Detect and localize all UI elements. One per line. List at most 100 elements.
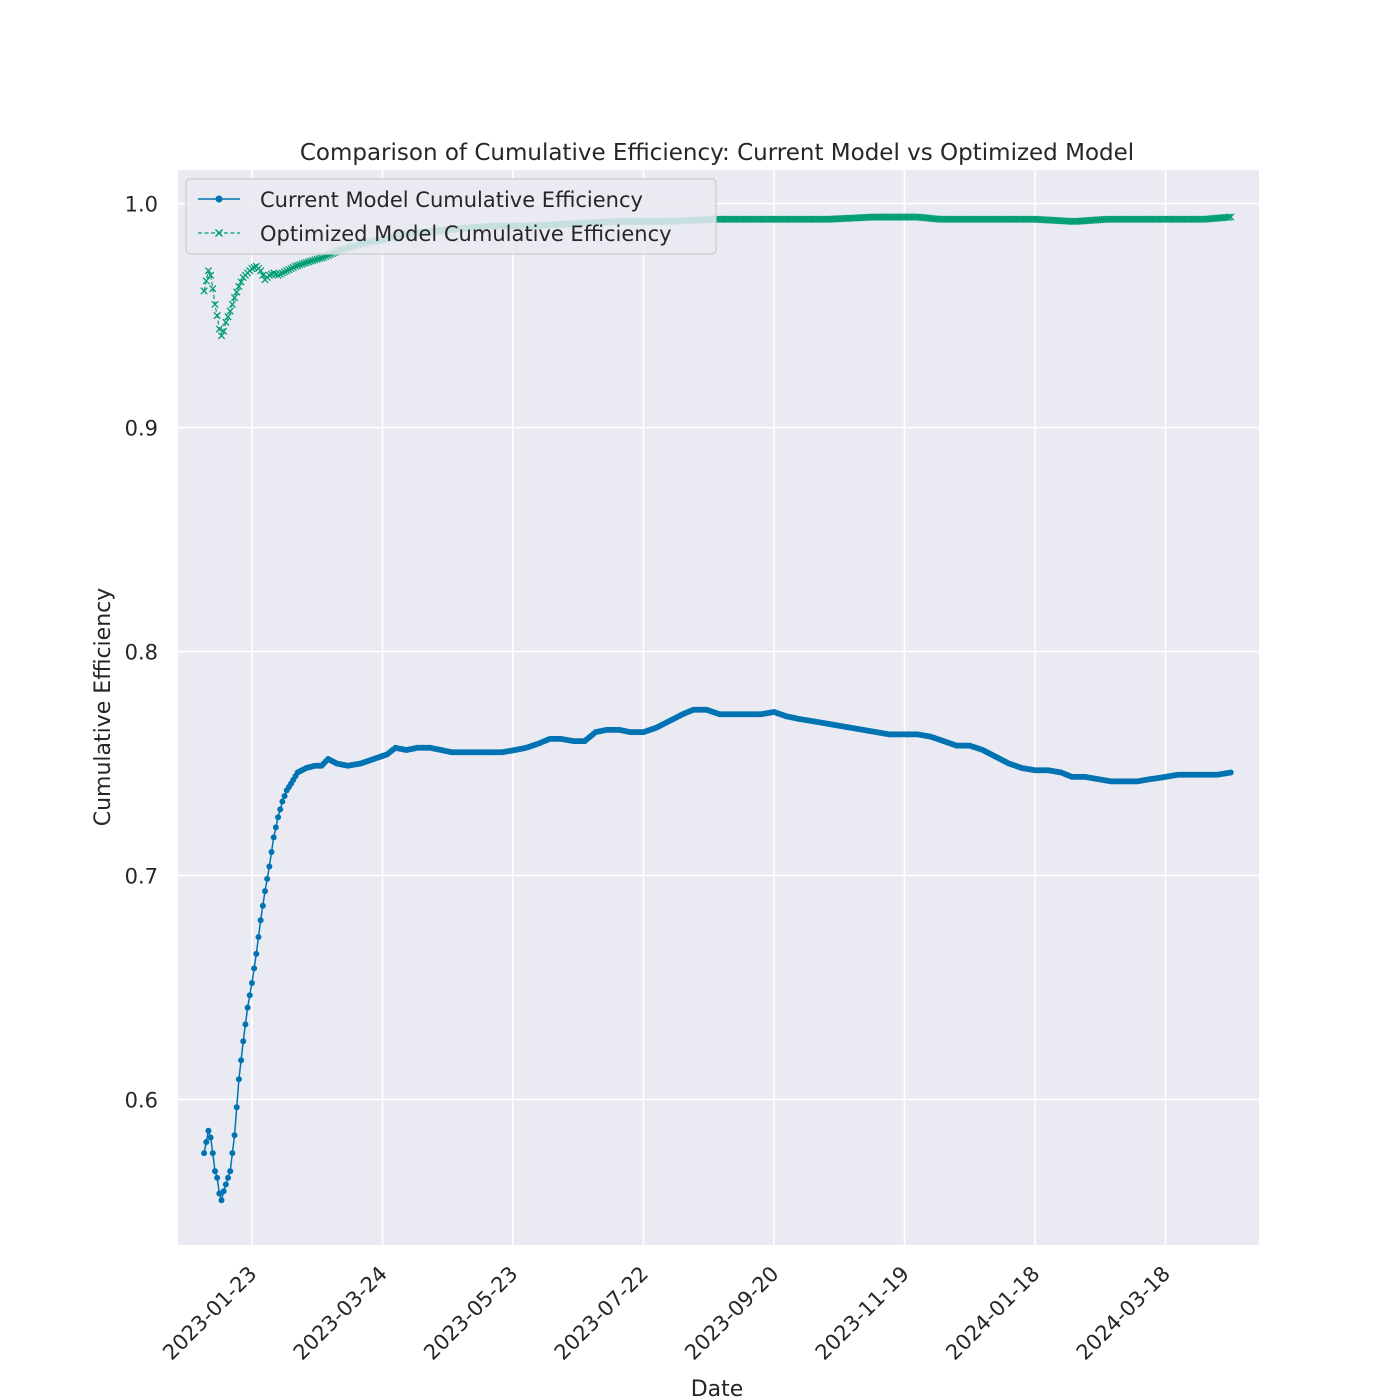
data-point-optimized [320,253,328,261]
y-tick-label: 1.0 [125,193,158,217]
y-tick-label: 0.8 [125,641,158,665]
data-point-current [225,1174,232,1181]
legend-entry-current: Current Model Cumulative Efficiency [198,188,643,212]
grid [178,170,1259,1245]
data-point-optimized [278,269,287,277]
data-point-optimized [280,268,289,276]
x-tick-label: 2023-07-22 [550,1262,653,1365]
x-tick-label: 2024-03-18 [1072,1262,1175,1365]
legend-label-optimized: Optimized Model Cumulative Efficiency [260,222,672,246]
x-tick-label: 2023-03-24 [289,1262,392,1365]
data-point-optimized [1227,213,1235,221]
data-point-current [262,888,268,895]
data-point-current [207,1134,214,1141]
data-point-optimized [259,271,267,279]
data-point-optimized [307,257,315,265]
x-axis-label: Date [691,1377,744,1400]
data-point-optimized [285,266,293,274]
data-point-optimized [289,263,297,272]
data-point-optimized [217,332,226,340]
data-point-optimized [302,258,310,267]
data-point-optimized [256,267,265,275]
data-point-optimized [274,271,282,279]
data-point-current [220,1188,227,1195]
data-point-current [211,1168,218,1175]
data-point-optimized [233,288,241,296]
data-point-current [272,824,279,831]
legend-entry-optimized: Optimized Model Cumulative Efficiency [198,222,672,246]
legend-marker-current [215,195,223,203]
data-point-current [251,965,258,972]
legend-marker-optimized [214,228,224,238]
data-point-current [246,992,253,999]
data-point-current [279,798,286,805]
data-point-current [214,1174,221,1181]
data-point-optimized [235,282,243,291]
x-tick-label: 2024-01-18 [941,1262,1044,1365]
data-point-current [203,1138,210,1145]
data-point-current [235,1076,242,1083]
data-point-current [270,834,277,841]
y-tick-label: 0.7 [125,864,158,888]
data-point-current [266,863,273,870]
data-point-optimized [228,300,237,309]
data-point-optimized [250,263,258,272]
x-tick-label: 2023-11-19 [811,1262,914,1365]
data-point-current [238,1057,245,1064]
data-point-current [242,1021,249,1028]
data-point-optimized [283,267,291,275]
data-point-optimized [270,269,278,277]
series-layer [200,213,1235,1204]
data-point-current [255,934,262,941]
data-point-current [253,950,260,957]
data-point-current [268,848,275,855]
data-point-current [277,806,284,813]
data-point-current [209,1150,216,1157]
data-point-optimized [309,256,317,265]
data-point-optimized [311,256,319,264]
legend: Current Model Cumulative Efficiency Opti… [185,178,717,255]
data-point-optimized [226,307,234,315]
data-point-current [248,979,255,986]
y-tick-label: 0.9 [125,417,158,441]
x-tick-label: 2023-01-23 [158,1262,261,1365]
data-point-optimized [211,300,219,309]
data-point-current [264,875,271,882]
data-point-current [275,814,282,821]
data-point-optimized [202,277,210,285]
data-point-current [244,1004,251,1011]
chart-title: Comparison of Cumulative Efficiency: Cur… [300,140,1134,166]
x-tick-label: 2023-05-23 [419,1262,522,1365]
data-point-optimized [224,313,232,321]
data-point-optimized [300,259,308,267]
data-point-optimized [287,264,295,273]
plot-background [178,170,1259,1245]
data-point-current [1227,769,1234,776]
data-point-current [231,1132,238,1139]
data-point-current [240,1038,247,1045]
data-point-optimized [220,327,228,335]
x-tick-label: 2023-09-20 [680,1262,783,1365]
series-current-model [201,706,1234,1204]
y-axis-label: Cumulative Efficiency [91,588,116,827]
data-point-current [229,1150,236,1157]
data-point-optimized [237,278,245,286]
data-point-optimized [276,270,284,278]
data-point-optimized [204,267,213,275]
data-point-optimized [293,261,302,270]
data-point-optimized [200,287,208,295]
data-point-optimized [248,264,256,273]
data-point-current [222,1181,229,1188]
data-point-current [227,1168,234,1175]
data-point-current [281,792,288,799]
data-point-current [233,1104,240,1111]
data-point-optimized [215,325,223,333]
legend-label-current: Current Model Cumulative Efficiency [260,188,643,212]
data-point-optimized [206,271,215,279]
data-point-optimized [222,318,230,326]
data-point-optimized [317,254,326,262]
data-point-optimized [209,285,217,293]
data-point-optimized [313,255,321,263]
data-point-current [259,902,266,909]
